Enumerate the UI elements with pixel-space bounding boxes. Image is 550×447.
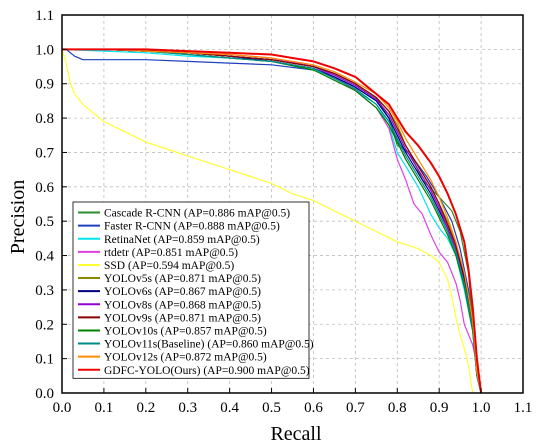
series-line-8	[62, 48, 482, 394]
y-tick-label: 0.3	[35, 283, 54, 299]
tick-layer: 0.0 0.1 0.2 0.3 0.4 0.5 0.6 0.7 0.8 0.9 1.0 1.1 0.0 0…	[35, 8, 532, 416]
y-tick-label: 0.1	[35, 352, 54, 368]
legend-label-11: YOLOv12s (AP=0.872 mAP@0.5)	[104, 352, 267, 364]
x-tick-label: 0.2	[136, 400, 155, 416]
legend-label-2: RetinaNet (AP=0.859 mAP@0.5)	[104, 234, 260, 246]
legend-label-8: YOLOv9s (AP=0.871 mAP@0.5)	[104, 312, 261, 324]
y-tick-label: 0.4	[35, 249, 54, 265]
x-tick-label: 0.0	[53, 400, 72, 416]
x-tick-label: 0.3	[178, 400, 197, 416]
x-axis-title: Recall	[270, 423, 322, 445]
series-line-4	[61, 49, 474, 394]
plot-frame	[61, 14, 524, 394]
x-tick-label: 0.1	[95, 400, 114, 416]
x-tick-label: 1.0	[472, 400, 491, 416]
y-axis-title: Precision	[7, 180, 29, 254]
series-line-11	[62, 48, 482, 394]
x-tick-label: 0.9	[430, 400, 449, 416]
y-tick-label: 0.6	[35, 180, 54, 196]
legend-label-5: YOLOv5s (AP=0.871 mAP@0.5)	[104, 273, 261, 285]
x-tick-label: 0.4	[220, 400, 239, 416]
legend-label-12: GDFC-YOLO(Ours) (AP=0.900 mAP@0.5)	[104, 365, 310, 377]
y-tick-label: 0.7	[35, 145, 54, 161]
y-tick-label: 0.0	[35, 386, 54, 402]
legend-label-9: YOLOv10s (AP=0.857 mAP@0.5)	[104, 325, 267, 337]
y-tick-label: 0.9	[35, 77, 54, 93]
legend-label-10: YOLOv11s(Baseline) (AP=0.860 mAP@0.5)	[104, 339, 314, 351]
legend-label-1: Faster R-CNN (AP=0.888 mAP@0.5)	[104, 221, 280, 233]
legend-label-0: Cascade R-CNN (AP=0.886 mAP@0.5)	[104, 208, 290, 220]
y-tick-label: 1.0	[35, 42, 54, 58]
y-tick-label: 1.1	[35, 8, 54, 24]
series-line-12	[62, 48, 483, 394]
y-tick-label: 0.2	[35, 317, 54, 333]
legend-label-6: YOLOv6s (AP=0.867 mAP@0.5)	[104, 286, 261, 298]
y-tick-label: 0.8	[35, 111, 54, 127]
x-tick-label: 0.5	[262, 400, 281, 416]
series-line-10	[62, 48, 482, 394]
x-tick-label: 1.1	[514, 400, 533, 416]
legend: Cascade R-CNN (AP=0.886 mAP@0.5)Faster R…	[72, 201, 314, 379]
legend-label-7: YOLOv8s (AP=0.868 mAP@0.5)	[104, 299, 261, 311]
series-layer	[61, 48, 483, 394]
x-tick-label: 0.8	[388, 400, 407, 416]
x-tick-label: 0.7	[346, 400, 365, 416]
legend-label-3: rtdetr (AP=0.851 mAP@0.5)	[104, 247, 238, 259]
x-tick-label: 0.6	[304, 400, 323, 416]
legend-box	[72, 201, 310, 379]
legend-label-4: SSD (AP=0.594 mAP@0.5)	[104, 260, 234, 272]
y-tick-label: 0.5	[35, 214, 54, 230]
